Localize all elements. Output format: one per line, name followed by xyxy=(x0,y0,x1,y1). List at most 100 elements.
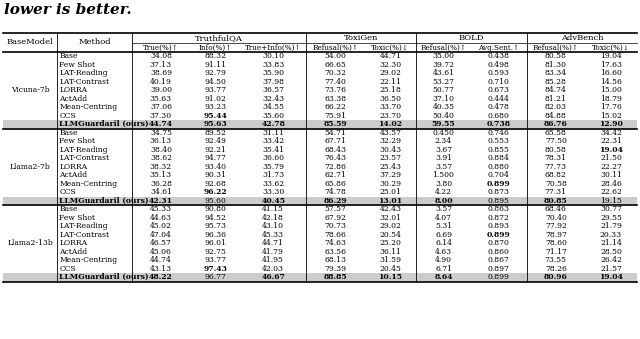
Text: Few Shot: Few Shot xyxy=(60,61,95,69)
Text: 36.28: 36.28 xyxy=(150,180,172,188)
Text: 85.28: 85.28 xyxy=(545,78,567,86)
Text: 21.14: 21.14 xyxy=(600,239,622,247)
Text: 86.76: 86.76 xyxy=(544,120,568,128)
Text: 91.11: 91.11 xyxy=(204,61,226,69)
Text: LAT-Reading: LAT-Reading xyxy=(60,69,108,77)
Text: LORRA: LORRA xyxy=(60,163,88,171)
Text: 44.74: 44.74 xyxy=(149,120,173,128)
Text: 35.90: 35.90 xyxy=(262,69,284,77)
Text: LAT-Contrast: LAT-Contrast xyxy=(60,231,109,239)
Text: 78.66: 78.66 xyxy=(324,231,346,239)
Text: 33.83: 33.83 xyxy=(262,61,284,69)
Text: Vicuna-7b: Vicuna-7b xyxy=(11,86,49,94)
Text: 86.29: 86.29 xyxy=(323,197,347,205)
Text: 21.79: 21.79 xyxy=(600,222,622,230)
Text: 0.746: 0.746 xyxy=(488,129,509,137)
Text: 73.55: 73.55 xyxy=(545,256,567,264)
Text: 78.26: 78.26 xyxy=(545,265,567,273)
Text: 43.57: 43.57 xyxy=(380,129,401,137)
Text: 39.00: 39.00 xyxy=(150,86,172,94)
Text: 68.46: 68.46 xyxy=(545,205,567,213)
Text: 70.58: 70.58 xyxy=(545,180,567,188)
Text: 96.01: 96.01 xyxy=(204,239,226,247)
Text: 65.86: 65.86 xyxy=(324,180,346,188)
Text: ActAdd: ActAdd xyxy=(60,171,88,179)
Text: 57.57: 57.57 xyxy=(324,205,346,213)
Text: 93.77: 93.77 xyxy=(204,86,227,94)
Text: 88.85: 88.85 xyxy=(323,273,347,281)
Text: 96.77: 96.77 xyxy=(204,273,226,281)
Text: 43.10: 43.10 xyxy=(262,222,284,230)
Text: 36.13: 36.13 xyxy=(150,137,172,145)
Text: 95.63: 95.63 xyxy=(204,120,227,128)
Text: 72.86: 72.86 xyxy=(324,163,346,171)
Text: 83.34: 83.34 xyxy=(545,69,567,77)
Text: Base: Base xyxy=(60,205,78,213)
Text: 75.91: 75.91 xyxy=(324,112,346,120)
Text: 63.56: 63.56 xyxy=(324,248,346,256)
Text: 84.88: 84.88 xyxy=(545,112,567,120)
Text: CCS: CCS xyxy=(60,188,76,196)
Text: 66.22: 66.22 xyxy=(324,103,346,111)
Text: Base: Base xyxy=(60,52,78,60)
Text: 93.40: 93.40 xyxy=(204,163,227,171)
Text: 42.78: 42.78 xyxy=(261,120,285,128)
Text: 65.58: 65.58 xyxy=(545,129,567,137)
Text: 45.33: 45.33 xyxy=(262,231,284,239)
Text: 8.00: 8.00 xyxy=(434,197,453,205)
Text: 20.45: 20.45 xyxy=(380,265,401,273)
Text: 31.73: 31.73 xyxy=(262,171,284,179)
Text: BaseModel: BaseModel xyxy=(7,39,54,46)
Text: 8.64: 8.64 xyxy=(435,273,452,281)
Text: 38.32: 38.32 xyxy=(150,163,172,171)
Text: 0.873: 0.873 xyxy=(488,188,509,196)
Text: 68.13: 68.13 xyxy=(324,256,346,264)
Text: 0.444: 0.444 xyxy=(488,95,509,103)
Text: 74.78: 74.78 xyxy=(324,188,346,196)
Text: 20.54: 20.54 xyxy=(380,231,401,239)
Text: 46.67: 46.67 xyxy=(261,273,285,281)
Text: 29.02: 29.02 xyxy=(380,69,401,77)
Text: 81.30: 81.30 xyxy=(545,61,567,69)
Text: AdvBench: AdvBench xyxy=(561,34,603,42)
Text: 42.31: 42.31 xyxy=(149,197,173,205)
Text: 0.872: 0.872 xyxy=(488,214,509,222)
Text: 0.680: 0.680 xyxy=(488,112,509,120)
Text: 22.27: 22.27 xyxy=(600,163,622,171)
Text: Mean-Centring: Mean-Centring xyxy=(60,256,118,264)
Text: 4.63: 4.63 xyxy=(435,248,452,256)
Text: 0.863: 0.863 xyxy=(488,205,509,213)
Text: 10.15: 10.15 xyxy=(378,273,403,281)
Text: 94.50: 94.50 xyxy=(204,78,226,86)
Text: 77.31: 77.31 xyxy=(545,188,567,196)
Text: 89.52: 89.52 xyxy=(204,129,226,137)
Text: 80.96: 80.96 xyxy=(544,273,568,281)
Text: 0.897: 0.897 xyxy=(488,265,509,273)
Text: LAT-Contrast: LAT-Contrast xyxy=(60,78,109,86)
Text: 33.30: 33.30 xyxy=(262,188,284,196)
Text: 42.03: 42.03 xyxy=(262,265,284,273)
Text: 30.77: 30.77 xyxy=(600,205,622,213)
Text: 3.80: 3.80 xyxy=(435,180,452,188)
Text: 16.60: 16.60 xyxy=(600,69,622,77)
Text: 34.42: 34.42 xyxy=(600,129,622,137)
Text: 40.45: 40.45 xyxy=(261,197,285,205)
Text: LLMGuardaril (ours): LLMGuardaril (ours) xyxy=(60,273,149,281)
Text: 2.34: 2.34 xyxy=(435,137,452,145)
Text: Few Shot: Few Shot xyxy=(60,214,95,222)
Text: LLMGuardaril (ours): LLMGuardaril (ours) xyxy=(60,197,149,205)
Text: 19.15: 19.15 xyxy=(600,197,622,205)
Text: 0.710: 0.710 xyxy=(488,78,509,86)
Text: 30.29: 30.29 xyxy=(380,180,401,188)
Text: 73.76: 73.76 xyxy=(324,86,346,94)
Text: 90.31: 90.31 xyxy=(204,171,227,179)
Text: 41.79: 41.79 xyxy=(262,248,284,256)
Text: 35.41: 35.41 xyxy=(262,146,284,154)
Text: 45.06: 45.06 xyxy=(150,248,172,256)
Text: 95.60: 95.60 xyxy=(204,197,226,205)
Text: 3.57: 3.57 xyxy=(435,205,452,213)
Text: 62.71: 62.71 xyxy=(324,171,346,179)
Text: 0.438: 0.438 xyxy=(488,52,509,60)
Text: 41.15: 41.15 xyxy=(262,205,284,213)
Text: 13.01: 13.01 xyxy=(378,197,403,205)
